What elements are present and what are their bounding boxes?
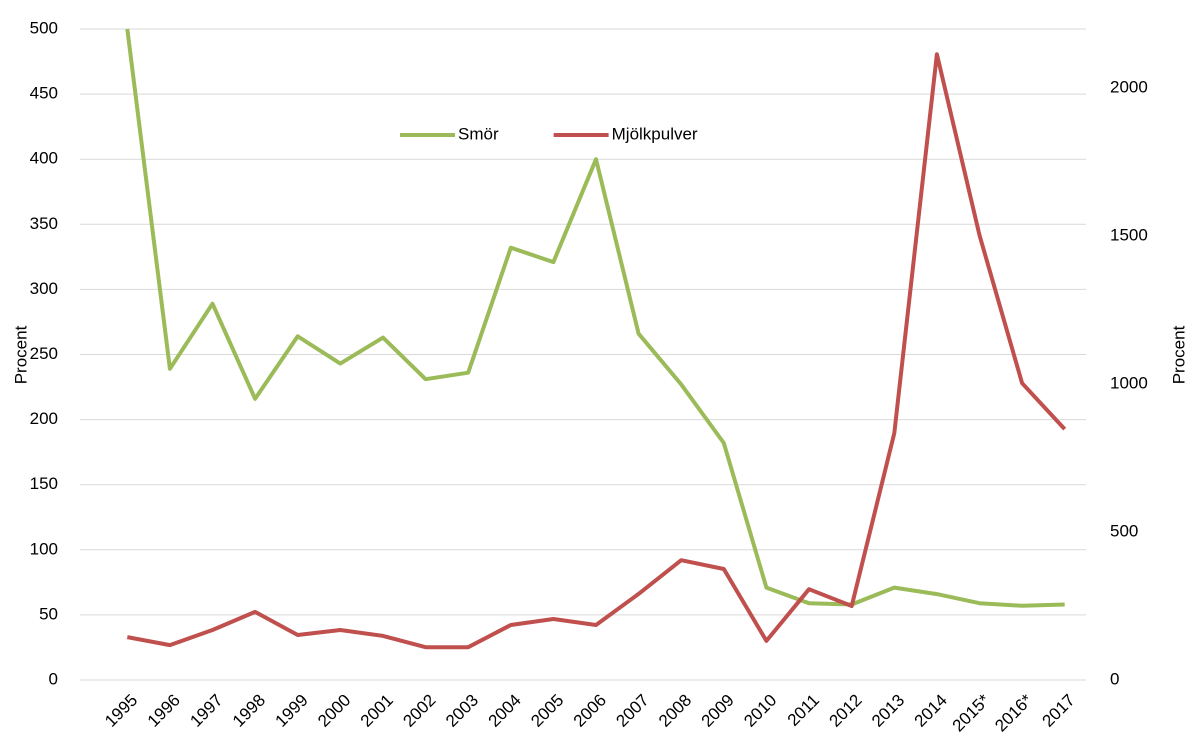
y-tick-label: 450	[30, 84, 58, 103]
y-tick-label: 350	[30, 214, 58, 233]
x-tick-label: 2009	[698, 691, 738, 731]
x-tick-label: 2012	[825, 691, 865, 731]
y-tick-label: 50	[39, 604, 58, 623]
y-tick-label: 200	[30, 409, 58, 428]
y2-tick-label: 0	[1110, 669, 1119, 688]
y2-tick-label: 1000	[1110, 374, 1148, 393]
x-tick-label: 1997	[186, 691, 226, 731]
y-tick-label: 300	[30, 279, 58, 298]
x-tick-label: 1998	[229, 691, 269, 731]
x-tick-label: 2017	[1039, 691, 1079, 731]
y-tick-label: 0	[49, 669, 58, 688]
x-tick-label: 2015*	[949, 690, 994, 735]
x-tick-label: 1995	[101, 691, 141, 731]
y-tick-label: 400	[30, 149, 58, 168]
series-line	[125, 28, 1065, 608]
y2-tick-label: 1500	[1110, 226, 1148, 245]
x-tick-label: 2006	[570, 691, 610, 731]
series-line	[126, 52, 1067, 650]
x-tick-label: 2000	[314, 691, 354, 731]
x-tick-label: 2005	[527, 691, 567, 731]
x-tick-label: 2010	[740, 691, 780, 731]
legend-label: Smör	[458, 124, 499, 143]
legend-label: Mjölkpulver	[612, 124, 698, 143]
y-axis-title: Procent	[11, 325, 30, 384]
x-tick-label: 2008	[655, 691, 695, 731]
x-tick-label: 2007	[612, 691, 652, 731]
y2-axis-title: Procent	[1169, 325, 1188, 384]
x-tick-label: 2016*	[991, 690, 1036, 735]
x-tick-label: 2002	[399, 691, 439, 731]
x-tick-label: 2011	[784, 691, 823, 730]
x-tick-label: 1999	[272, 691, 312, 731]
y2-tick-label: 2000	[1110, 78, 1148, 97]
y2-tick-label: 500	[1110, 522, 1138, 541]
y-tick-label: 500	[30, 18, 58, 37]
y-tick-label: 150	[30, 474, 58, 493]
x-tick-label: 1996	[144, 691, 184, 731]
y-tick-label: 250	[30, 344, 58, 363]
x-tick-label: 2003	[442, 691, 482, 731]
x-tick-label: 2001	[357, 691, 397, 731]
x-tick-label: 2004	[485, 691, 525, 731]
x-tick-label: 2014	[911, 691, 951, 731]
x-tick-label: 2013	[868, 691, 908, 731]
y-tick-label: 100	[30, 539, 58, 558]
